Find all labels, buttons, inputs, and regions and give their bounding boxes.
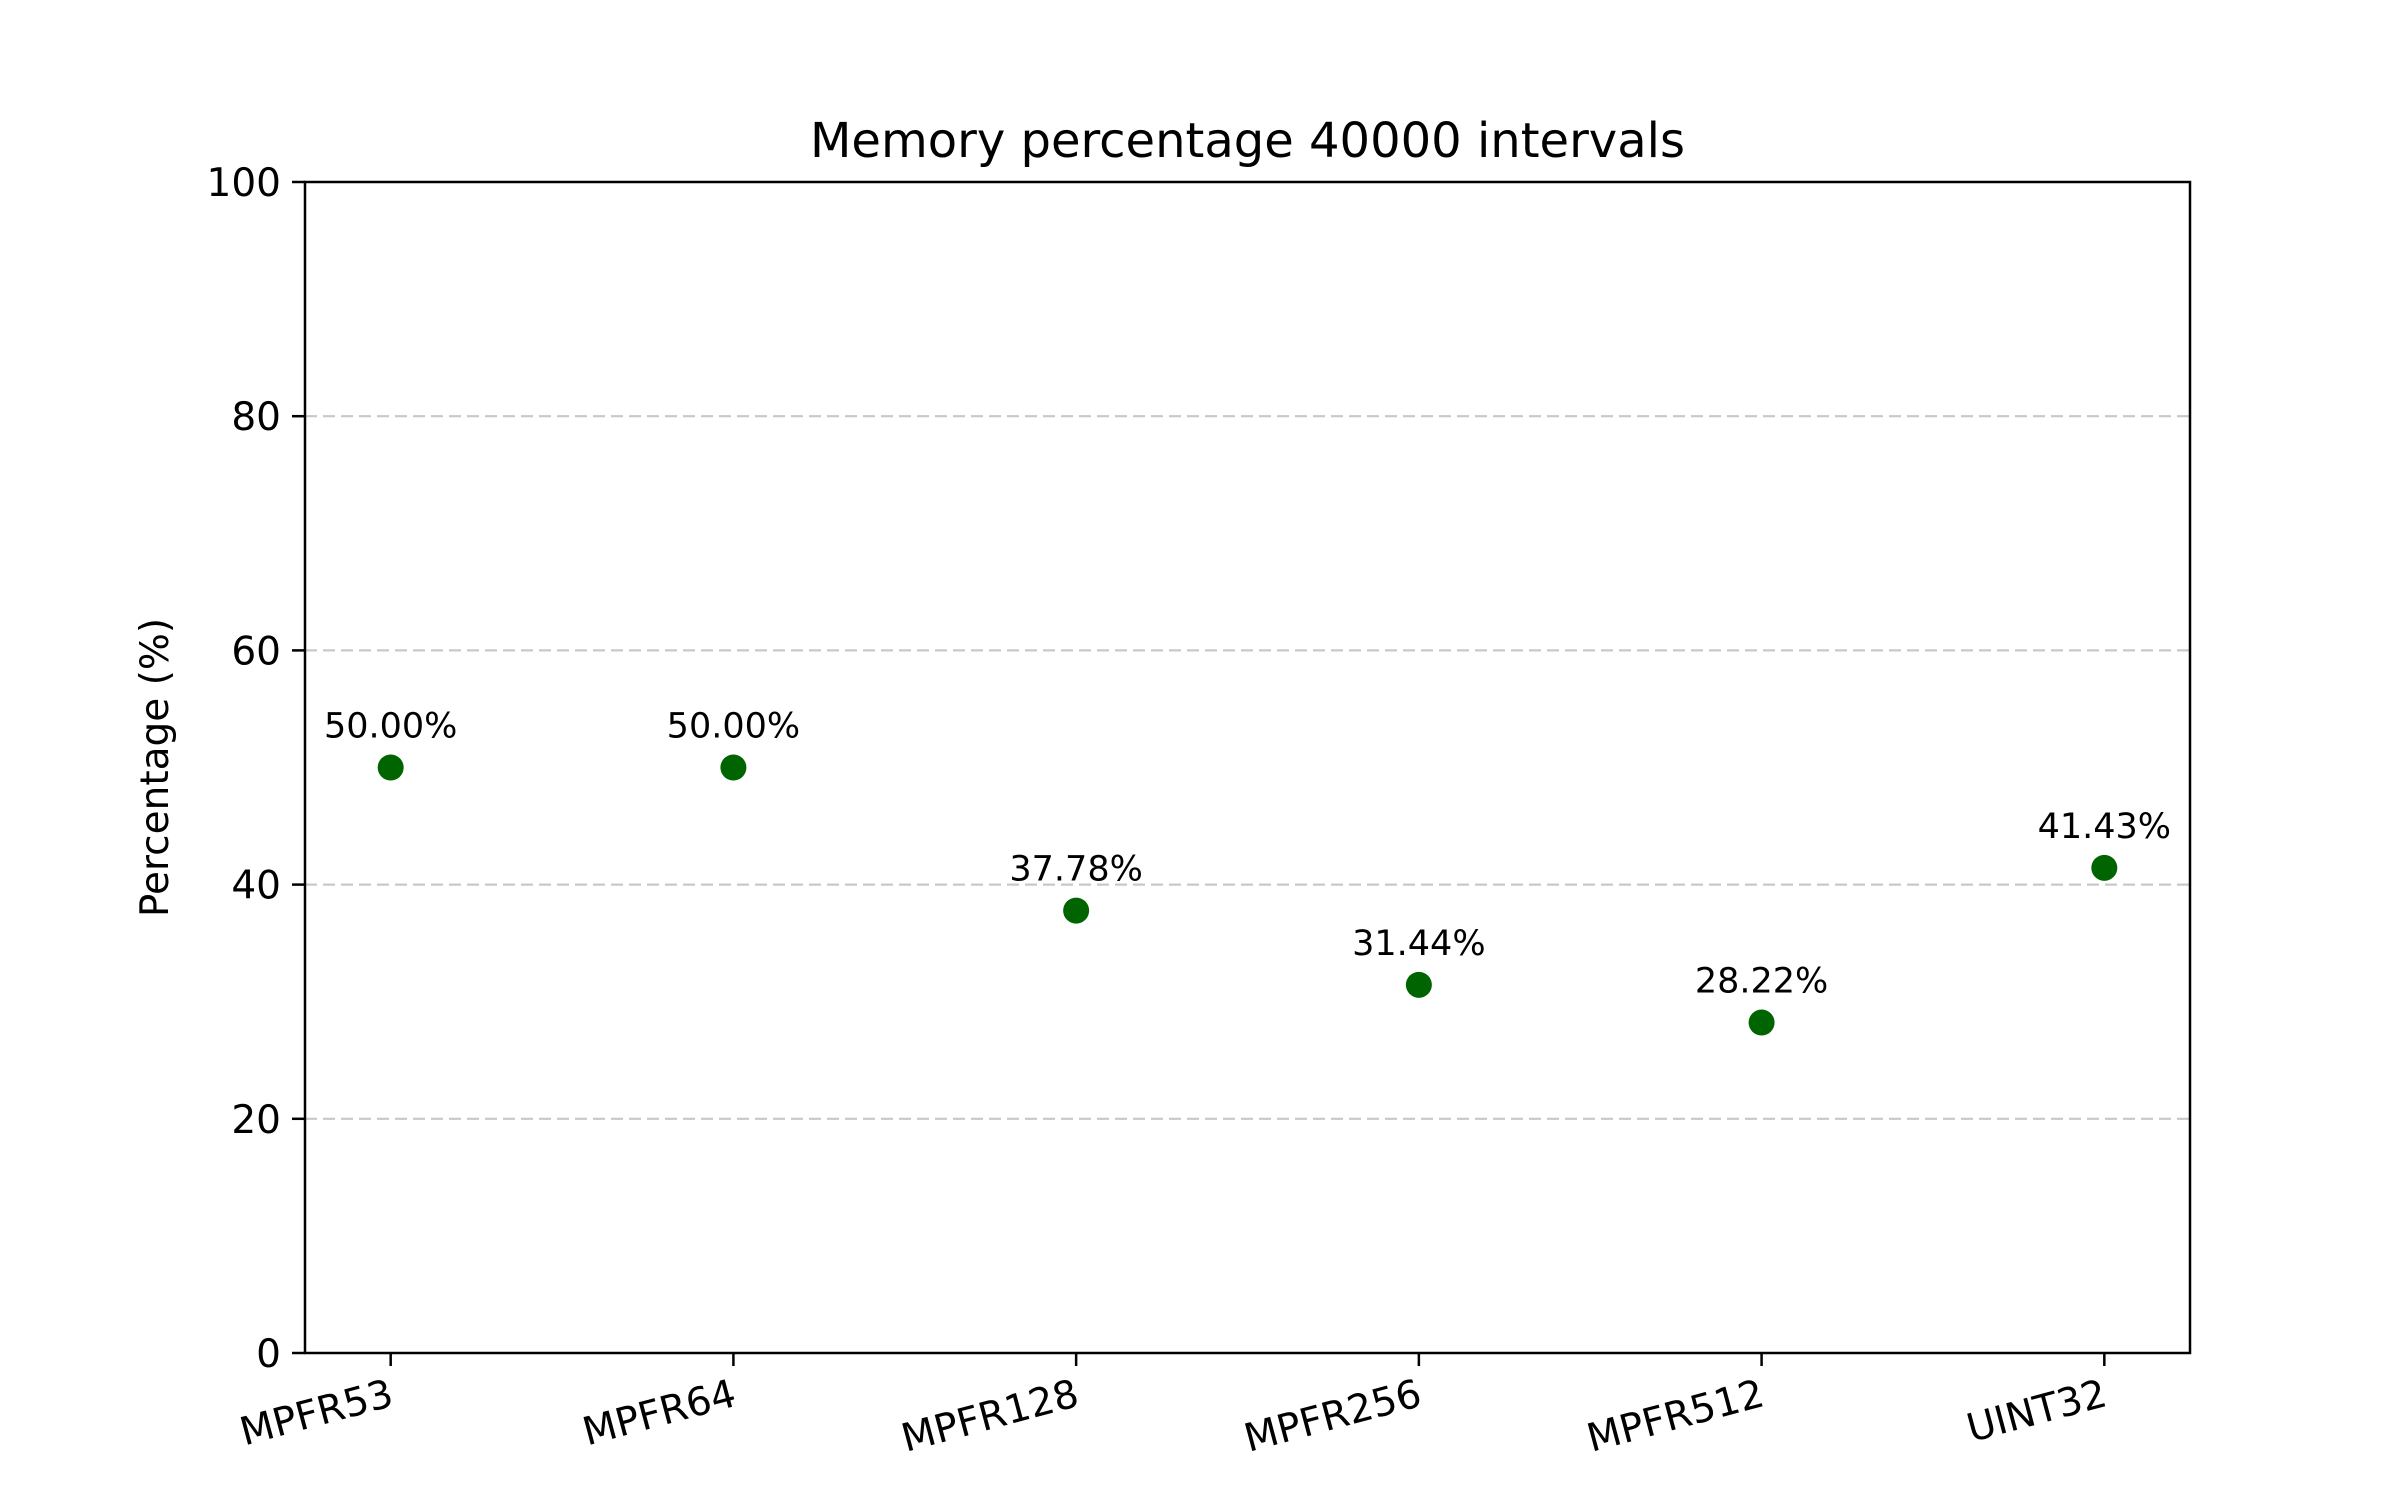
y-tick-label: 60 (231, 629, 281, 674)
data-label-mpfr512: 28.22% (1695, 962, 1828, 1002)
data-label-uint32: 41.43% (2038, 807, 2171, 847)
data-point-mpfr512 (1748, 1009, 1775, 1036)
y-axis-ticks: 0 20 40 60 80 100 (207, 161, 305, 1377)
x-tick-label: MPFR512 (1582, 1371, 1769, 1461)
y-tick-label: 0 (256, 1332, 281, 1377)
x-tick-label: UINT32 (1962, 1371, 2111, 1451)
x-axis-ticks: MPFR53 MPFR64 MPFR128 MPFR256 MPFR512 UINT32 (235, 1353, 2112, 1462)
x-tick-label: MPFR128 (897, 1371, 1084, 1461)
y-tick-label: 80 (231, 395, 281, 440)
data-point-uint32 (2091, 854, 2118, 881)
data-label-mpfr128: 37.78% (1009, 850, 1142, 890)
x-tick-label: MPFR256 (1240, 1371, 1427, 1461)
plot-frame (303, 180, 2192, 1355)
x-tick-label: MPFR53 (235, 1371, 398, 1455)
grid-layer (305, 415, 2190, 1120)
y-tick-label: 40 (231, 864, 281, 909)
data-points (377, 754, 2118, 1036)
data-label-mpfr64: 50.00% (667, 707, 800, 747)
y-axis-label: Percentage (%) (133, 618, 178, 917)
data-point-mpfr128 (1063, 897, 1090, 924)
data-label-mpfr256: 31.44% (1352, 924, 1485, 964)
y-tick-label: 20 (231, 1098, 281, 1143)
y-tick-label: 100 (207, 161, 281, 206)
chart-title: Memory percentage 40000 intervals (810, 113, 1685, 169)
data-label-mpfr53: 50.00% (324, 707, 457, 747)
data-point-mpfr256 (1405, 971, 1432, 998)
data-point-mpfr53 (377, 754, 404, 781)
x-tick-label: MPFR64 (578, 1371, 741, 1455)
data-labels: 50.00% 50.00% 37.78% 31.44% 28.22% 41.43% (324, 707, 2171, 1002)
data-point-mpfr64 (720, 754, 747, 781)
